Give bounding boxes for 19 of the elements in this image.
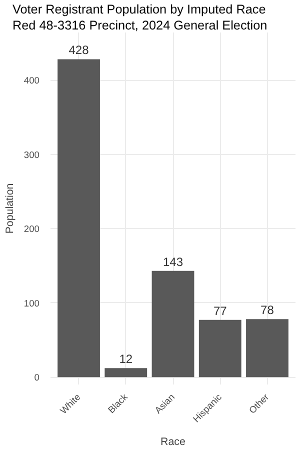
bar <box>246 319 288 378</box>
chart-title: Voter Registrant Population by Imputed Race <box>12 2 266 16</box>
bar <box>58 59 100 378</box>
bar <box>198 320 242 378</box>
y-tick-label: 400 <box>24 76 40 86</box>
y-axis-title: Population <box>4 183 16 234</box>
y-tick-label: 0 <box>34 372 40 383</box>
data-label: 428 <box>68 43 90 58</box>
data-label: 78 <box>260 303 274 318</box>
bar <box>152 270 194 378</box>
data-label: 77 <box>213 304 228 318</box>
data-label: 12 <box>119 352 133 366</box>
y-tick-label: 100 <box>24 298 40 308</box>
bar <box>104 368 148 378</box>
chart-subtitle: Red 48-3316 Precinct, 2024 General Election <box>12 18 268 32</box>
y-tick-label: 200 <box>24 224 40 234</box>
y-tick-label: 300 <box>24 150 40 160</box>
data-label: 143 <box>162 254 184 269</box>
x-axis-title: Race <box>160 436 186 448</box>
